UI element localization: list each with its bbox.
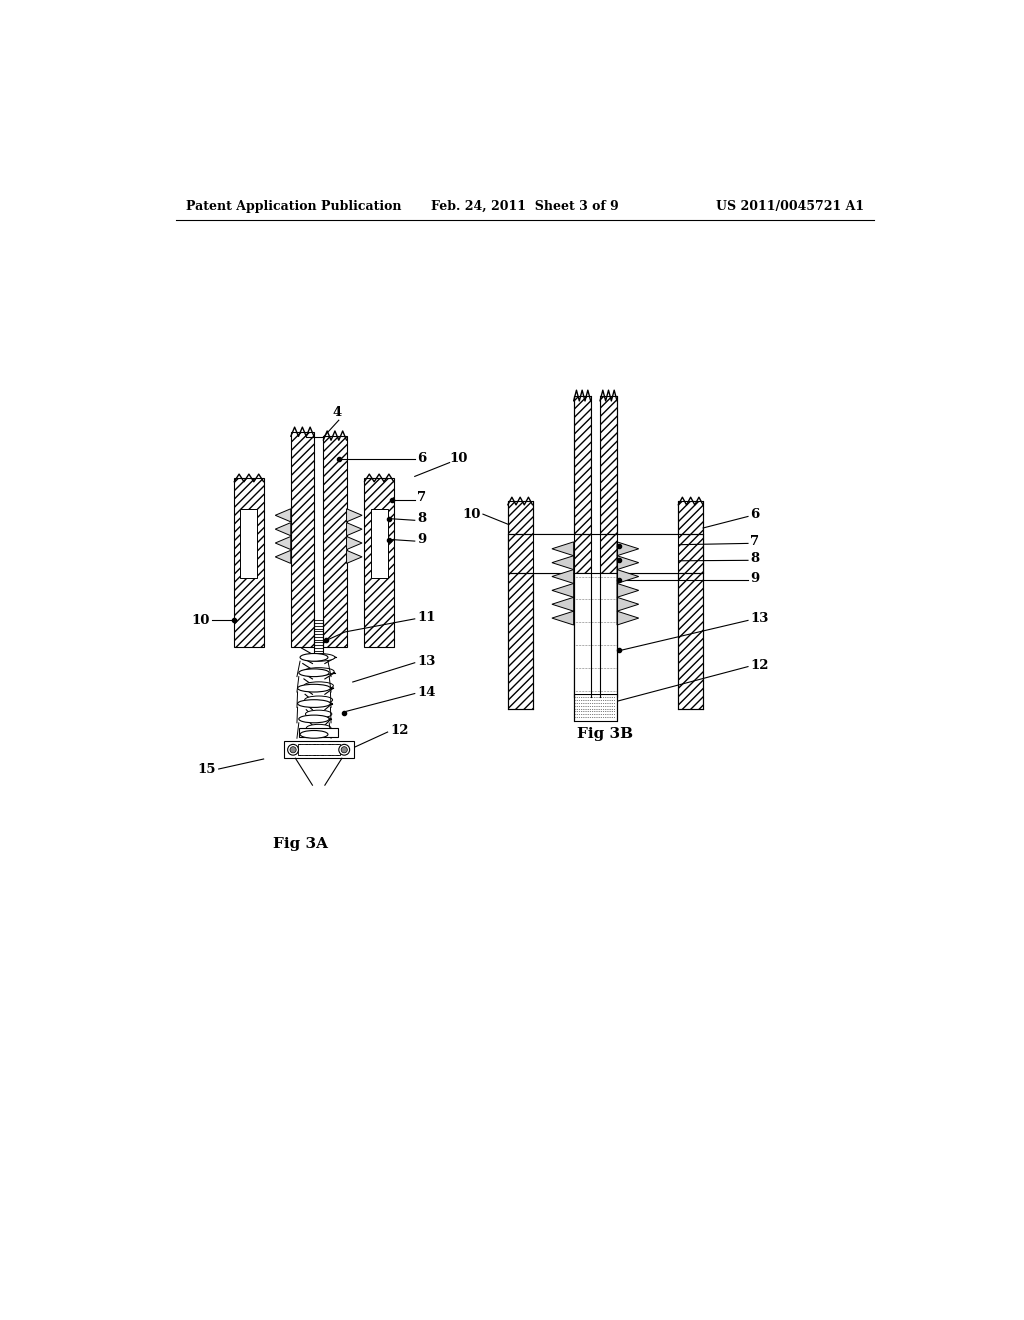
Bar [573, 573, 617, 693]
Bar [591, 396, 600, 697]
Bar [234, 478, 263, 647]
Polygon shape [552, 597, 573, 611]
Ellipse shape [300, 730, 328, 738]
Polygon shape [275, 536, 291, 549]
Polygon shape [617, 611, 639, 626]
Text: Feb. 24, 2011  Sheet 3 of 9: Feb. 24, 2011 Sheet 3 of 9 [431, 199, 618, 213]
Polygon shape [617, 570, 639, 583]
Text: 9: 9 [751, 573, 760, 585]
Circle shape [341, 747, 347, 752]
Polygon shape [617, 556, 639, 570]
Ellipse shape [306, 725, 331, 733]
Text: 14: 14 [417, 685, 435, 698]
Ellipse shape [304, 682, 334, 689]
Text: 13: 13 [417, 655, 435, 668]
Text: 12: 12 [390, 723, 409, 737]
Bar [573, 693, 617, 721]
Text: Fig 3B: Fig 3B [577, 727, 633, 742]
Polygon shape [275, 523, 291, 536]
Polygon shape [617, 543, 639, 556]
Text: Patent Application Publication: Patent Application Publication [186, 199, 401, 213]
Bar [371, 508, 388, 578]
Polygon shape [346, 523, 362, 536]
Text: 6: 6 [417, 453, 426, 465]
Polygon shape [552, 543, 573, 556]
Text: US 2011/0045721 A1: US 2011/0045721 A1 [716, 199, 864, 213]
Circle shape [339, 744, 349, 755]
Bar [508, 502, 532, 709]
Bar [284, 742, 353, 758]
Text: 4: 4 [333, 407, 342, 418]
Bar [600, 396, 617, 697]
Bar [298, 744, 340, 755]
Ellipse shape [305, 696, 333, 704]
Bar [508, 535, 703, 573]
Ellipse shape [300, 653, 328, 661]
Bar [299, 729, 338, 738]
Polygon shape [552, 583, 573, 597]
Polygon shape [552, 556, 573, 570]
Text: 8: 8 [417, 512, 426, 525]
Polygon shape [275, 550, 291, 564]
Bar [324, 436, 346, 647]
Ellipse shape [303, 668, 334, 676]
Ellipse shape [298, 700, 331, 708]
Bar [241, 508, 257, 578]
Text: 12: 12 [751, 659, 769, 672]
Polygon shape [617, 583, 639, 597]
Text: 10: 10 [450, 453, 468, 465]
Text: 8: 8 [751, 552, 760, 565]
Bar [573, 396, 591, 697]
Text: 9: 9 [417, 533, 426, 546]
Polygon shape [617, 597, 639, 611]
Text: Fig 3A: Fig 3A [272, 837, 328, 850]
Bar [617, 535, 678, 573]
Polygon shape [346, 508, 362, 521]
Bar [291, 432, 314, 647]
Text: 10: 10 [191, 614, 209, 627]
Text: 13: 13 [751, 612, 769, 626]
Ellipse shape [298, 684, 331, 692]
Text: 6: 6 [751, 508, 760, 521]
Circle shape [290, 747, 296, 752]
Text: 11: 11 [417, 611, 435, 624]
Text: 7: 7 [417, 491, 426, 504]
Ellipse shape [302, 653, 335, 661]
Polygon shape [346, 536, 362, 549]
Bar [678, 502, 703, 709]
Polygon shape [275, 508, 291, 521]
Polygon shape [346, 550, 362, 564]
Text: 10: 10 [462, 508, 480, 520]
Text: 15: 15 [197, 763, 216, 776]
Ellipse shape [299, 715, 329, 723]
Ellipse shape [305, 710, 332, 718]
Circle shape [288, 744, 299, 755]
Polygon shape [552, 570, 573, 583]
Bar [532, 535, 573, 573]
Text: 7: 7 [751, 536, 760, 548]
Bar [365, 478, 394, 647]
Ellipse shape [299, 669, 329, 677]
Polygon shape [552, 611, 573, 626]
